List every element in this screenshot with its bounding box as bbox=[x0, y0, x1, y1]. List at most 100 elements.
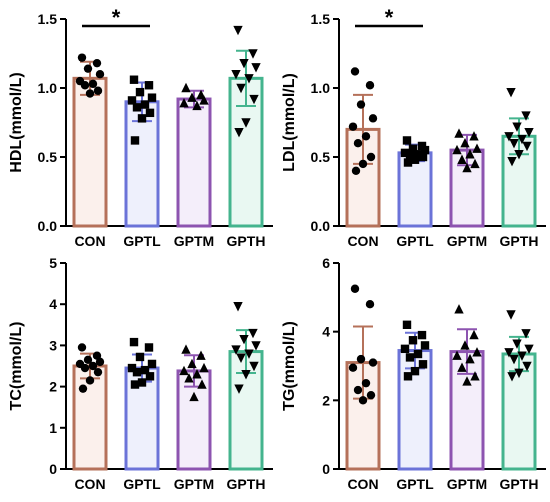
data-point-gptm bbox=[470, 371, 480, 381]
significance-star: * bbox=[112, 5, 121, 30]
data-point-con bbox=[95, 70, 105, 79]
data-point-con bbox=[353, 139, 363, 148]
data-point-gptl bbox=[402, 136, 412, 145]
data-point-gpth bbox=[249, 94, 259, 105]
data-point-gptm bbox=[469, 329, 479, 340]
data-point-gptm bbox=[179, 365, 189, 376]
y-tick-label: 0 bbox=[49, 461, 57, 477]
panel-ldl: 0.0 0.5 1.0 1.5 LDL(mmol/L) CON GPTL GPTM GPTH * bbox=[281, 5, 546, 249]
y-axis-title: TG(mmol/L) bbox=[281, 321, 298, 411]
data-point-gpth bbox=[507, 372, 517, 382]
x-tick-label-con: CON bbox=[347, 476, 378, 492]
data-point-con bbox=[356, 100, 366, 109]
data-point-gpth bbox=[522, 141, 532, 152]
data-point-gptl bbox=[405, 151, 415, 160]
y-tick-label: 1.0 bbox=[311, 80, 331, 96]
data-point-gpth bbox=[239, 335, 249, 345]
data-point-con bbox=[368, 358, 378, 367]
data-point-gpth bbox=[521, 111, 531, 121]
x-tick-label-gptm: GPTM bbox=[447, 476, 487, 492]
data-point-gptm bbox=[181, 82, 191, 93]
data-point-con bbox=[353, 385, 363, 395]
data-point-gptm bbox=[462, 376, 472, 386]
data-point-gptl bbox=[418, 360, 428, 369]
data-point-gptl bbox=[144, 81, 154, 90]
data-point-gptm bbox=[469, 131, 479, 141]
x-tick-label-gptl: GPTL bbox=[123, 233, 161, 249]
data-point-con bbox=[83, 355, 93, 365]
data-point-con bbox=[85, 89, 95, 98]
data-point-gptl bbox=[132, 103, 142, 112]
data-point-gpth bbox=[514, 368, 524, 379]
data-point-gpth bbox=[239, 58, 249, 69]
data-point-gptm bbox=[454, 304, 464, 314]
data-point-gptl bbox=[413, 150, 423, 159]
data-point-gptm bbox=[452, 144, 462, 155]
y-tick-label: 2 bbox=[322, 392, 330, 408]
y-axis-title: HDL(mmol/L) bbox=[8, 72, 25, 172]
data-point-gptm bbox=[460, 138, 470, 148]
data-point-gptm bbox=[189, 391, 199, 402]
data-point-gptl bbox=[144, 343, 154, 352]
data-point-gptl bbox=[413, 349, 423, 359]
data-point-con bbox=[92, 58, 102, 68]
y-tick-label: 6 bbox=[322, 255, 330, 271]
data-point-gpth bbox=[504, 348, 514, 358]
data-point-con bbox=[77, 343, 87, 352]
data-point-gptm bbox=[187, 358, 197, 369]
data-point-gpth bbox=[509, 139, 519, 149]
data-point-con bbox=[93, 367, 103, 377]
data-point-gpth bbox=[522, 361, 532, 372]
x-tick-label-con: CON bbox=[347, 233, 378, 249]
data-point-con bbox=[348, 363, 358, 372]
data-point-gpth bbox=[241, 370, 251, 380]
data-point-gptl bbox=[403, 372, 413, 381]
x-tick-label-gpth: GPTH bbox=[500, 233, 539, 249]
data-point-gptm bbox=[192, 100, 202, 111]
bar-gptl bbox=[397, 349, 433, 471]
data-point-gptm bbox=[199, 95, 209, 105]
data-point-con bbox=[88, 79, 98, 89]
data-point-gptl bbox=[408, 336, 418, 345]
data-point-gptm bbox=[452, 350, 462, 360]
data-point-gpth bbox=[244, 74, 254, 84]
panel-tc: 0 1 2 3 4 5 TC(mmol/L) CON GPTL GPTM GPTH bbox=[8, 255, 273, 492]
data-point-gptm bbox=[457, 154, 467, 164]
data-point-gpth bbox=[524, 344, 534, 355]
data-point-gptl bbox=[137, 378, 147, 387]
data-point-gptl bbox=[400, 344, 410, 354]
data-point-gptl bbox=[403, 158, 413, 167]
data-point-gptl bbox=[418, 152, 428, 162]
data-point-con bbox=[85, 376, 95, 385]
x-tick-label-gptl: GPTL bbox=[123, 476, 161, 492]
data-point-gptm bbox=[179, 97, 189, 108]
data-point-con bbox=[348, 122, 358, 131]
data-point-con bbox=[80, 81, 90, 90]
data-point-gptm bbox=[465, 149, 475, 159]
data-point-gptl bbox=[145, 108, 155, 118]
data-point-con bbox=[350, 284, 360, 293]
data-point-con bbox=[80, 363, 90, 373]
data-point-con bbox=[358, 159, 368, 169]
data-point-gptm bbox=[460, 340, 470, 350]
data-point-con bbox=[83, 64, 93, 73]
data-point-gpth bbox=[231, 70, 241, 80]
data-point-gpth bbox=[507, 156, 517, 167]
significance-star: * bbox=[385, 5, 394, 30]
data-point-gpth bbox=[504, 132, 514, 142]
data-point-gptl bbox=[127, 363, 137, 373]
data-point-gptl bbox=[132, 367, 142, 377]
y-tick-label: 1 bbox=[49, 420, 57, 436]
data-point-con bbox=[350, 67, 360, 76]
data-point-gpth bbox=[241, 118, 251, 128]
data-point-gptl bbox=[420, 145, 430, 155]
data-point-gpth bbox=[234, 127, 244, 138]
y-axis-title: TC(mmol/L) bbox=[8, 322, 25, 411]
data-point-gpth bbox=[234, 384, 244, 394]
panel-tg: 0 2 4 6 TG(mmol/L) CON GPTL GPTM GPTH bbox=[281, 255, 546, 492]
data-point-gptl bbox=[145, 372, 155, 381]
data-point-gptm bbox=[187, 92, 197, 102]
data-point-gptl bbox=[147, 359, 157, 369]
data-point-gpth bbox=[506, 87, 516, 98]
data-point-gptl bbox=[402, 320, 412, 329]
